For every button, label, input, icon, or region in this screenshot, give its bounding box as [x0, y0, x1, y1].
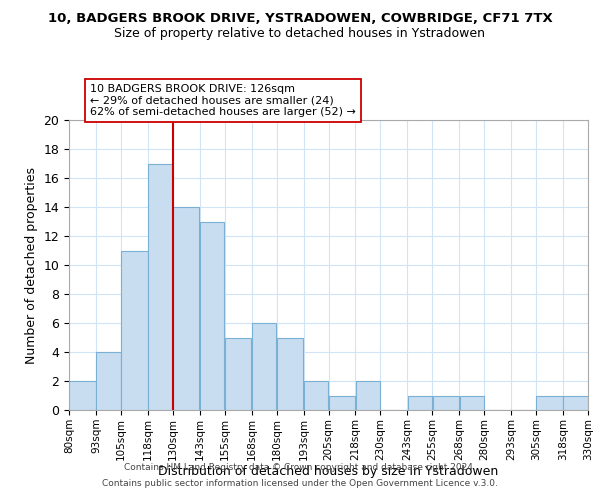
Bar — [356, 381, 380, 410]
Y-axis label: Number of detached properties: Number of detached properties — [25, 166, 38, 364]
Bar — [536, 396, 563, 410]
Text: 10 BADGERS BROOK DRIVE: 126sqm
← 29% of detached houses are smaller (24)
62% of : 10 BADGERS BROOK DRIVE: 126sqm ← 29% of … — [90, 84, 356, 117]
Bar — [148, 164, 172, 410]
Bar — [121, 250, 148, 410]
Text: Size of property relative to detached houses in Ystradowen: Size of property relative to detached ho… — [115, 28, 485, 40]
Bar — [225, 338, 251, 410]
Text: Contains HM Land Registry data © Crown copyright and database right 2024.: Contains HM Land Registry data © Crown c… — [124, 464, 476, 472]
Bar — [96, 352, 121, 410]
Bar — [563, 396, 587, 410]
Bar — [407, 396, 432, 410]
Bar — [304, 381, 328, 410]
Bar — [433, 396, 459, 410]
Bar — [173, 207, 199, 410]
X-axis label: Distribution of detached houses by size in Ystradowen: Distribution of detached houses by size … — [158, 466, 499, 478]
Bar — [329, 396, 355, 410]
Bar — [252, 323, 276, 410]
Bar — [460, 396, 484, 410]
Bar — [200, 222, 224, 410]
Bar — [277, 338, 303, 410]
Bar — [70, 381, 95, 410]
Text: 10, BADGERS BROOK DRIVE, YSTRADOWEN, COWBRIDGE, CF71 7TX: 10, BADGERS BROOK DRIVE, YSTRADOWEN, COW… — [47, 12, 553, 26]
Text: Contains public sector information licensed under the Open Government Licence v.: Contains public sector information licen… — [102, 478, 498, 488]
